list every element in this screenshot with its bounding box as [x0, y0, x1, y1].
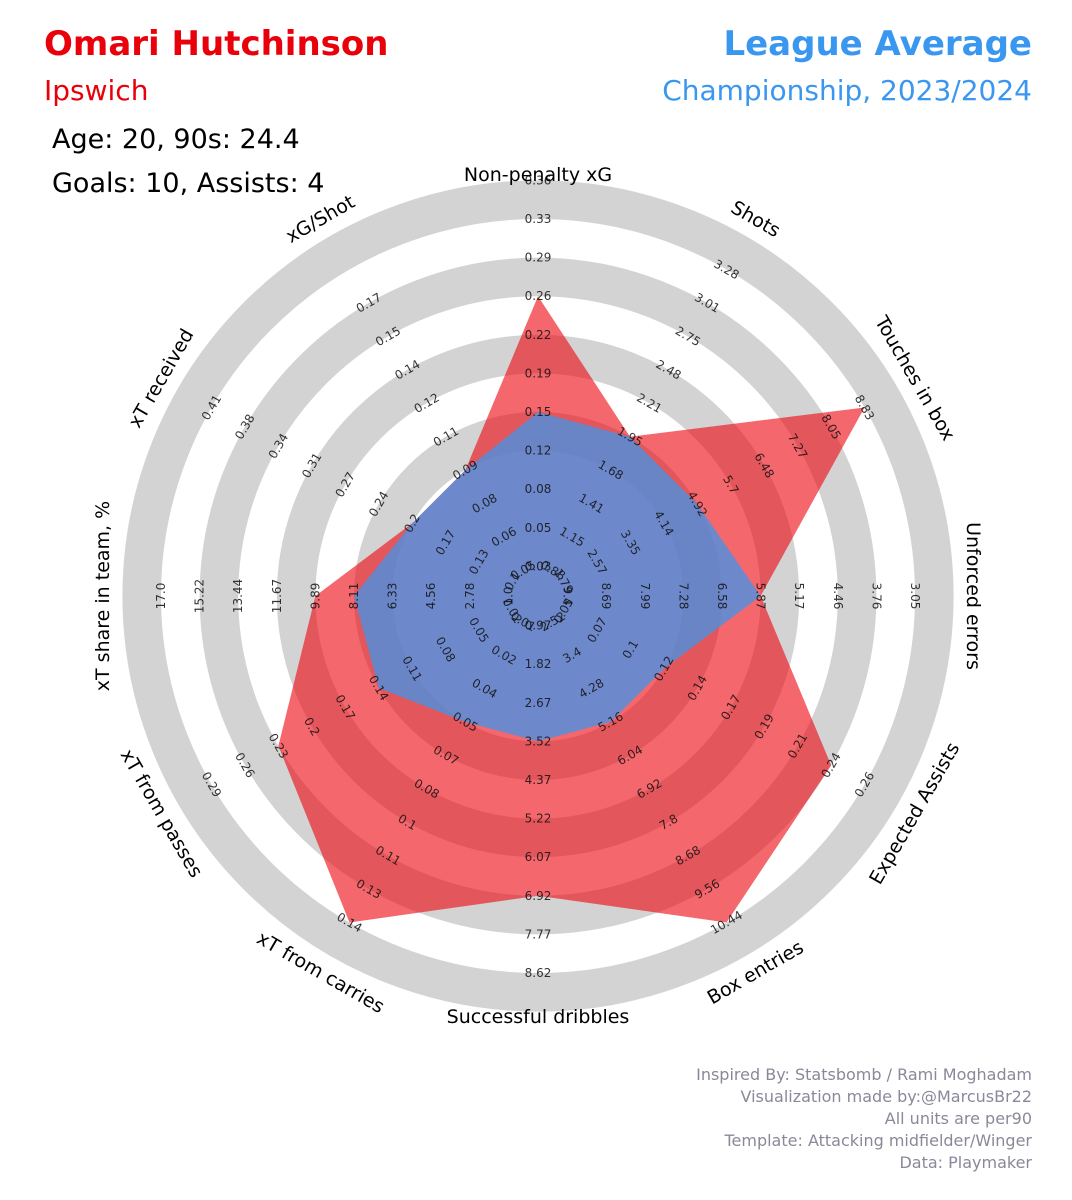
footer-line-inspired: Inspired By: Statsbomb / Rami Moghadam	[696, 1065, 1032, 1084]
axis-tick-label: 17.0	[154, 583, 168, 610]
axis-tick-label: 0.33	[525, 212, 552, 226]
axis-label: xT share in team, %	[92, 501, 114, 691]
compare-league: Championship, 2023/2024	[662, 74, 1032, 107]
player-stats: Age: 20, 90s: 24.4 Goals: 10, Assists: 4	[52, 118, 324, 206]
axis-tick-label: 4.37	[525, 773, 552, 787]
player-name: Omari Hutchinson	[44, 24, 389, 64]
axis-tick-label: 5.17	[792, 583, 806, 610]
axis-tick-label: 0.29	[525, 251, 552, 265]
axis-tick-label: 15.22	[193, 579, 207, 613]
axis-tick-label: 0.97	[525, 619, 552, 633]
axis-tick-label: 0.36	[525, 173, 552, 187]
goals-line: Goals: 10, Assists: 4	[52, 168, 325, 199]
axis-tick-label: 3.52	[525, 734, 552, 748]
axis-tick-label: 7.28	[676, 583, 690, 610]
axis-tick-label: 7.77	[525, 927, 552, 941]
axis-tick-label: 5.22	[525, 812, 552, 826]
axis-tick-label: 7.99	[638, 583, 652, 610]
axis-tick-label: 0.12	[525, 444, 552, 458]
axis-label: Successful dribbles	[447, 1006, 630, 1028]
axis-tick-label: 6.33	[386, 583, 400, 610]
footer-line-author: Visualization made by:@MarcusBr22	[740, 1087, 1033, 1106]
axis-label: Non-penalty xG	[464, 164, 612, 186]
footer-credits: Inspired By: Statsbomb / Rami Moghadam V…	[696, 1064, 1032, 1174]
axis-tick-label: 8.69	[599, 583, 613, 610]
axis-tick-label: 0.15	[525, 405, 552, 419]
axis-tick-label: 9.89	[308, 583, 322, 610]
footer-line-template: Template: Attacking midfielder/Winger	[724, 1131, 1032, 1150]
axis-tick-label: 8.11	[347, 583, 361, 610]
axis-tick-label: 9.4	[561, 586, 575, 605]
age-line: Age: 20, 90s: 24.4	[52, 124, 300, 155]
axis-tick-label: 2.78	[463, 583, 477, 610]
radar-ring	[199, 257, 877, 935]
footer-line-source: Data: Playmaker	[899, 1153, 1032, 1172]
axis-tick-label: 3.05	[908, 583, 922, 610]
axis-tick-label: 8.62	[525, 966, 552, 980]
axis-tick-label: 0.08	[525, 482, 552, 496]
league-average-polygon	[354, 412, 761, 742]
axis-tick-label: 2.67	[525, 696, 552, 710]
axis-tick-label: 6.58	[715, 583, 729, 610]
axis-tick-label: 13.44	[231, 579, 245, 613]
axis-tick-label: 4.46	[831, 583, 845, 610]
axis-tick-label: 0.22	[525, 328, 552, 342]
axis-tick-label: 0.19	[525, 366, 552, 380]
axis-tick-label: 6.07	[525, 850, 552, 864]
footer-line-units: All units are per90	[884, 1109, 1032, 1128]
axis-tick-label: 11.67	[270, 579, 284, 613]
radar-ring	[122, 180, 954, 1012]
axis-tick-label: 0.03	[525, 559, 552, 573]
axis-tick-label: 0.05	[525, 521, 552, 535]
axis-tick-label: 1.0	[501, 586, 515, 605]
axis-tick-label: 0.26	[525, 289, 552, 303]
compare-name: League Average	[723, 24, 1032, 64]
axis-tick-label: 1.82	[525, 657, 552, 671]
axis-tick-label: 5.87	[754, 583, 768, 610]
axis-label: Unforced errors	[962, 522, 984, 670]
axis-tick-label: 3.76	[869, 583, 883, 610]
player-team: Ipswich	[44, 74, 149, 107]
axis-tick-label: 6.92	[525, 889, 552, 903]
axis-tick-label: 4.56	[424, 583, 438, 610]
